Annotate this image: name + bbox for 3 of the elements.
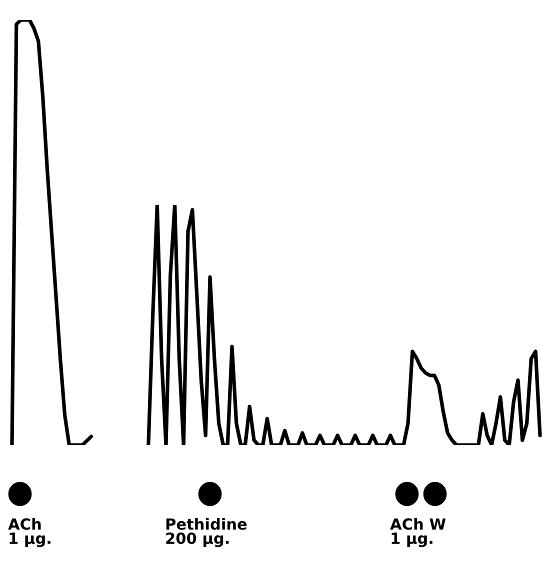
text: Pethidine 200 µg.: [166, 518, 247, 548]
text: ACh 1 µg.: [8, 518, 50, 548]
text: ACh W 1 µg.: [390, 518, 446, 548]
